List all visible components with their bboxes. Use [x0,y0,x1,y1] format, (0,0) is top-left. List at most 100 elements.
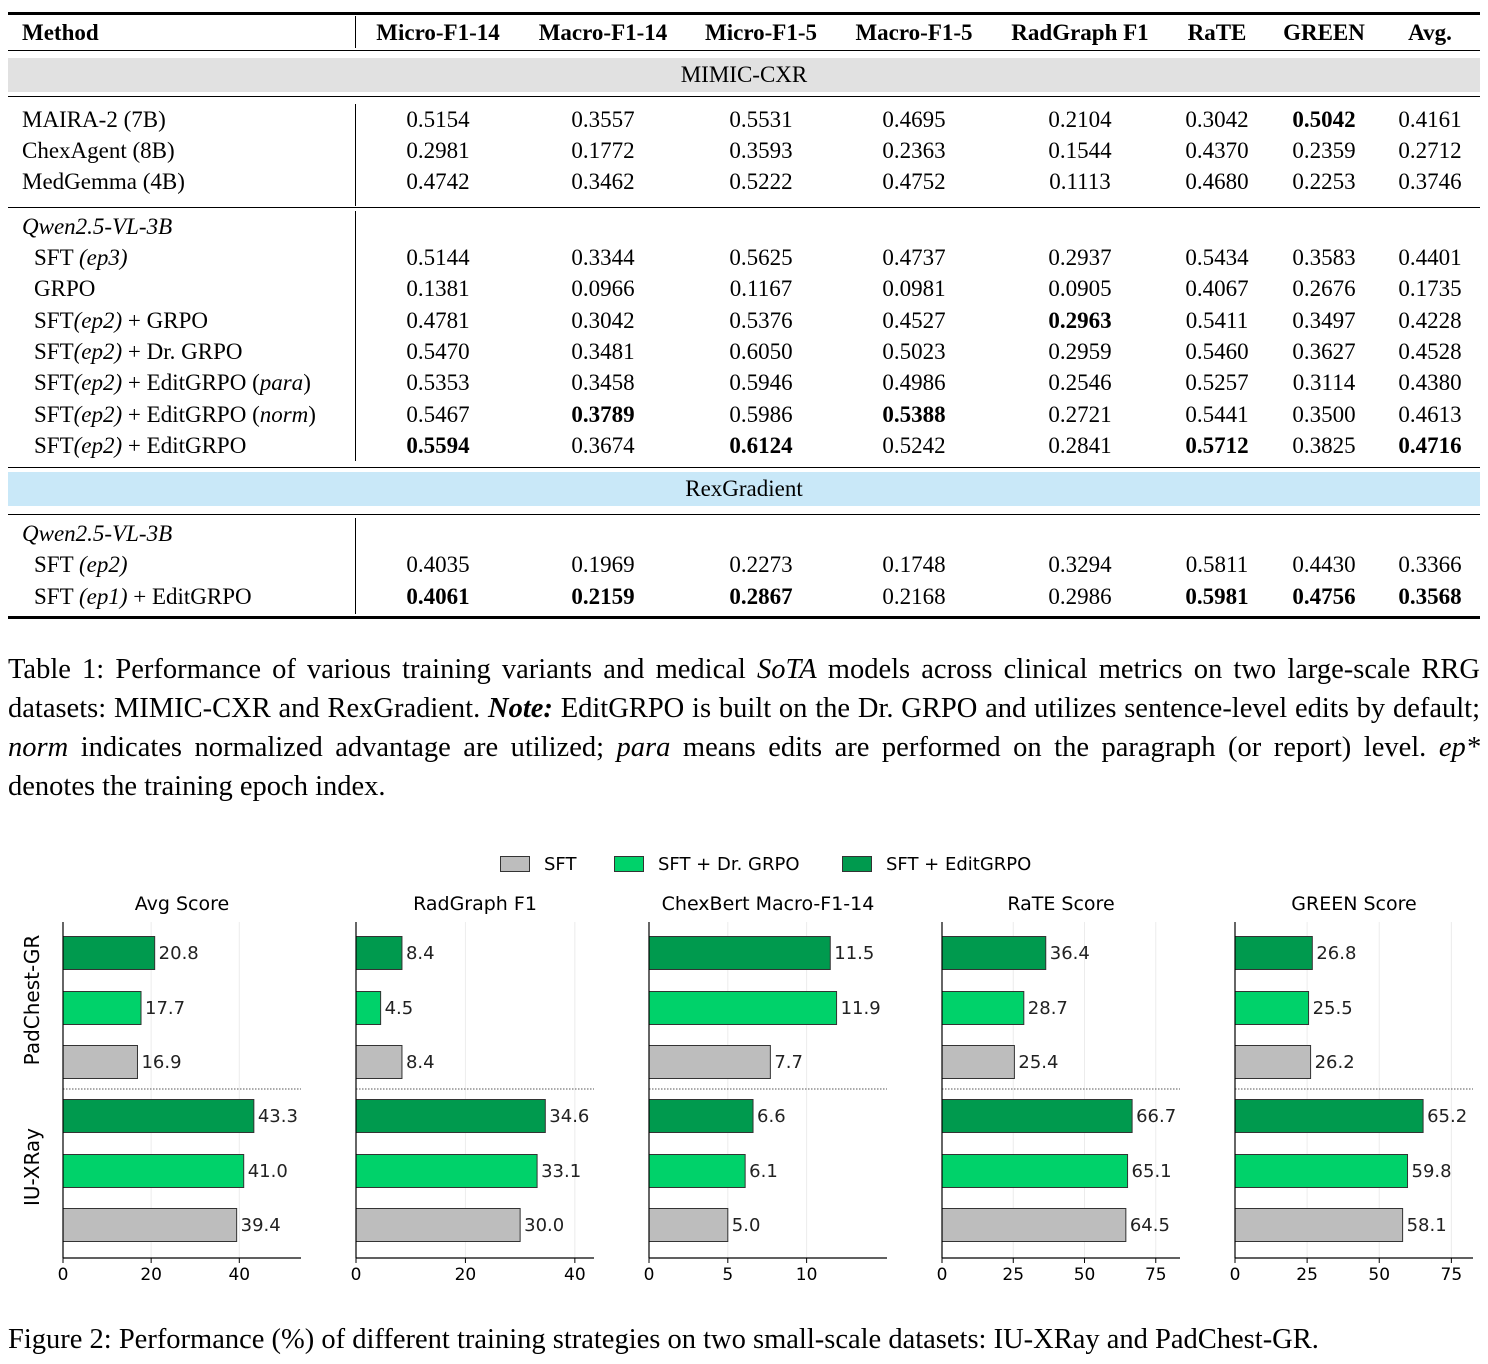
header-5: RadGraph F1 [1011,20,1149,45]
caption-text: indicates normalized advantage are utili… [68,732,617,763]
value-cell: 0.4695 [882,107,946,132]
header-7: GREEN [1283,20,1365,45]
bar [941,1045,1015,1079]
bar-value-label: 43.3 [258,1106,298,1127]
method-part: GRPO [34,276,96,302]
group-label: Qwen2.5-VL-3B [8,211,1480,242]
x-tick-label: 0 [351,1265,362,1285]
value-cell: 0.2168 [882,583,946,609]
value-cell: 0.5946 [729,370,793,396]
method-part: (ep1) [78,583,128,609]
bar-value-label: 26.2 [1315,1052,1355,1073]
bar [941,936,1047,970]
bar [355,1045,403,1079]
value-cell: 0.5470 [406,338,470,364]
value-cell: 0.4781 [406,307,470,333]
legend-swatch [614,856,644,872]
group-name: Qwen2.5-VL-3B [22,214,173,239]
value-cell: 0.5434 [1185,245,1249,270]
header-8: Avg. [1408,20,1452,45]
value-cell: 0.1113 [1049,169,1111,194]
value-cell: 0.1969 [571,552,635,577]
value-cell: 0.2867 [729,583,793,609]
caption-italic: SoTA [756,654,817,685]
mimic-row: SFT (ep3) 0.5144 0.3344 0.5625 0.4737 0.2937 0… [8,242,1480,273]
value-cell: 0.5023 [882,338,946,364]
bar [355,991,382,1025]
method-name: SFT(ep2) + Dr. GRPO [34,336,243,367]
value-cell: 0.1544 [1048,138,1112,163]
bar [62,1099,255,1133]
method-name: SFT(ep2) + EditGRPO (para) [34,367,311,398]
bar [648,991,838,1025]
x-tick-label: 0 [1230,1265,1241,1285]
header-2: Macro-F1-14 [538,20,668,45]
bar [1234,991,1310,1025]
group-label: Qwen2.5-VL-3B [8,518,1480,549]
value-cell: 0.3593 [729,138,793,163]
value-cell: 0.2937 [1048,245,1112,270]
value-cell: 0.5411 [1185,307,1249,333]
value-cell: 0.5986 [729,401,793,427]
value-cell: 0.3042 [1185,107,1249,132]
method-part: + GRPO [122,307,208,333]
value-cell: 0.0981 [882,276,946,302]
table-caption: Table 1: Performance of various training… [8,650,1480,806]
section-rexgradient: RexGradient [8,472,1480,506]
value-cell: 0.2253 [1292,169,1356,194]
value-cell: 0.2546 [1048,370,1112,396]
bar [648,1045,771,1079]
method-part: SFT [34,245,79,270]
bar-value-label: 39.4 [241,1215,281,1236]
value-cell: 0.1381 [406,276,470,302]
rex-row: SFT (ep1) + EditGRPO 0.4061 0.2159 0.2867 0.… [8,581,1480,612]
value-cell: 0.5154 [406,107,470,132]
value-cell: 0.3674 [571,432,635,458]
bar-value-label: 64.5 [1130,1215,1170,1236]
bar-value-label: 11.5 [834,943,874,964]
method-part: (ep2) [73,432,123,458]
value-cell: 0.2981 [406,138,470,163]
value-cell: 0.2363 [882,138,946,163]
value-cell: 0.4613 [1398,401,1462,427]
figure-2: SFT SFT + Dr. GRPO SFT + EditGRPO PadChest… [0,840,1488,1300]
value-cell: 0.5388 [882,401,946,427]
value-cell: 0.3583 [1292,245,1356,270]
bar [941,1099,1133,1133]
value-cell: 0.2359 [1292,138,1356,163]
method-name: SFT (ep3) [34,242,128,273]
value-cell: 0.3557 [571,107,635,132]
group-name: Qwen2.5-VL-3B [22,521,173,546]
method-name: MedGemma (4B) [22,169,185,194]
value-cell: 0.4370 [1185,138,1249,163]
sota-row: MAIRA-2 (7B) 0.5154 0.3557 0.5531 0.4695 0.21… [8,104,1480,135]
bar-value-label: 16.9 [141,1052,181,1073]
bar-value-label: 20.8 [159,943,199,964]
method-part: SFT [34,432,74,458]
bar-value-label: 8.4 [406,1052,435,1073]
x-tick-label: 20 [455,1265,477,1285]
bar-value-label: 25.5 [1313,998,1353,1019]
value-cell: 0.4680 [1185,169,1249,194]
method-part: SFT [34,552,79,577]
value-cell: 0.5981 [1185,583,1249,609]
bar-value-label: 65.2 [1427,1106,1467,1127]
bar-value-label: 4.5 [385,998,414,1019]
bar-value-label: 17.7 [145,998,185,1019]
top-rule [8,12,1480,15]
caption-note: Note: [488,693,553,724]
bar [1234,936,1313,970]
method-part: (ep2) [73,370,123,396]
sota-row: ChexAgent (8B) 0.2981 0.1772 0.3593 0.2363 0.… [8,135,1480,166]
method-part: SFT [34,401,74,427]
bar [941,1154,1129,1188]
caption-italic: ep* [1438,732,1480,763]
value-cell: 0.3294 [1048,552,1112,577]
value-cell: 0.3042 [571,307,635,333]
value-cell: 0.3627 [1292,338,1356,364]
value-cell: 0.5144 [406,245,470,270]
method-part: + EditGRPO [122,432,247,458]
method-part: ) [303,370,311,396]
bar [1234,1099,1424,1133]
method-part: (ep2) [73,401,123,427]
